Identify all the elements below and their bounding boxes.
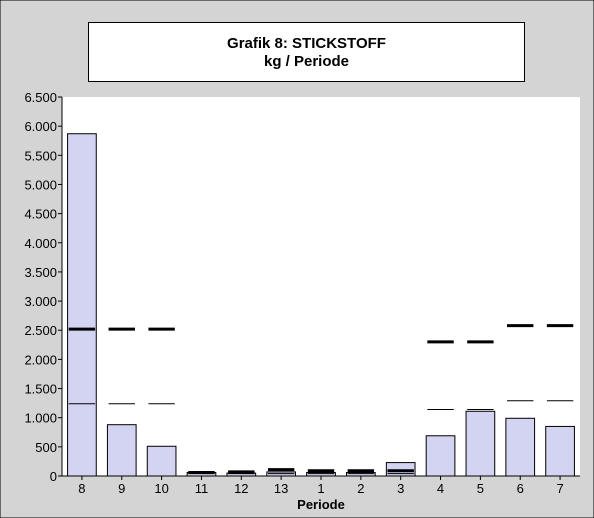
bar-10 bbox=[146, 445, 177, 477]
x-tick-label-10: 10 bbox=[154, 481, 168, 496]
x-tick-label-3: 3 bbox=[397, 481, 404, 496]
x-tick-label-12: 12 bbox=[234, 481, 248, 496]
y-tick-label: 6.500 bbox=[24, 90, 57, 105]
axes-layer: 8 9 10 11 12 13 1 2 3 4 5 6 705001.0001.5002.0002.50… bbox=[24, 90, 580, 496]
bar-5 bbox=[465, 410, 496, 477]
y-tick-label: 0 bbox=[50, 469, 57, 484]
x-tick-label-2: 2 bbox=[357, 481, 364, 496]
y-tick-label: 2.000 bbox=[24, 352, 57, 367]
reference-lines-layer bbox=[68, 324, 574, 475]
y-tick-label: 3.500 bbox=[24, 265, 57, 280]
x-tick-label-13: 13 bbox=[274, 481, 288, 496]
chart-title: Grafik 8: STICKSTOFF bbox=[227, 35, 386, 52]
y-tick-label: 4.500 bbox=[24, 207, 57, 222]
y-tick-label: 1.000 bbox=[24, 411, 57, 426]
chart-subtitle: kg / Periode bbox=[263, 53, 350, 70]
bar-8 bbox=[67, 133, 97, 477]
y-tick-label: 1.500 bbox=[24, 382, 57, 397]
x-tick-label-8: 8 bbox=[78, 481, 85, 496]
chart-title-box: Grafik 8: STICKSTOFF kg / Periode bbox=[88, 22, 525, 82]
bar-9 bbox=[106, 424, 137, 477]
x-tick-label-9: 9 bbox=[118, 481, 125, 496]
bar-1 bbox=[306, 472, 336, 477]
y-tick-label: 3.000 bbox=[24, 294, 57, 309]
plot-area bbox=[62, 97, 580, 476]
x-tick-label-4: 4 bbox=[437, 481, 444, 496]
x-tick-label-11: 11 bbox=[195, 481, 209, 496]
bar-7 bbox=[545, 425, 575, 477]
x-tick-label-5: 5 bbox=[477, 481, 484, 496]
y-tick-label: 5.000 bbox=[24, 177, 57, 192]
bar-6 bbox=[505, 417, 536, 477]
y-tick-label: 2.500 bbox=[24, 323, 57, 338]
y-tick-label: 6.000 bbox=[24, 119, 57, 134]
x-tick-label-7: 7 bbox=[556, 481, 563, 496]
x-tick-label-1: 1 bbox=[317, 481, 324, 496]
y-tick-label: 5.500 bbox=[24, 148, 57, 163]
bar-4 bbox=[425, 435, 456, 477]
y-tick-label: 4.000 bbox=[24, 236, 57, 251]
bars-layer bbox=[67, 133, 575, 477]
y-tick-label: 500 bbox=[35, 440, 57, 455]
x-tick-label-6: 6 bbox=[517, 481, 524, 496]
bar-2 bbox=[346, 472, 376, 477]
x-axis-title: Periode bbox=[297, 497, 345, 512]
